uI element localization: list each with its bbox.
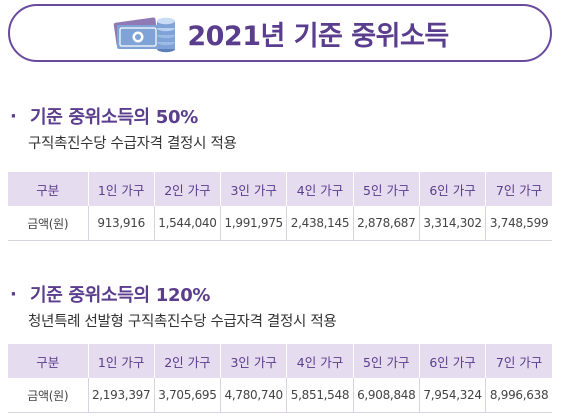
table-row: 금액(원) 913,916 1,544,040 1,991,975 2,438,… xyxy=(8,206,552,241)
column-header: 7인 가구 xyxy=(485,172,552,206)
column-header: 2인 가구 xyxy=(153,172,221,206)
column-header: 7인 가구 xyxy=(485,344,552,378)
table-cell: 2,878,687 xyxy=(352,206,420,241)
column-header: 5인 가구 xyxy=(352,344,420,378)
table-cell: 3,314,302 xyxy=(418,206,486,241)
table-cell: 913,916 xyxy=(87,206,155,241)
table-row: 금액(원) 2,193,397 3,705,695 4,780,740 5,85… xyxy=(8,378,552,413)
section-subtitle: 청년특례 선발형 구직촉진수당 수급자격 결정시 적용 xyxy=(28,314,337,330)
table-cell: 6,908,848 xyxy=(352,378,420,413)
income-table-50: 구분 1인 가구 2인 가구 3인 가구 4인 가구 5인 가구 6인 가구 7… xyxy=(8,172,552,241)
section-heading: · 기준 중위소득의 50% xyxy=(10,104,563,129)
table-header-row: 구분 1인 가구 2인 가구 3인 가구 4인 가구 5인 가구 6인 가구 7… xyxy=(8,344,552,378)
row-label: 금액(원) xyxy=(8,378,88,413)
column-header: 2인 가구 xyxy=(153,344,221,378)
section-heading: · 기준 중위소득의 120% xyxy=(10,282,563,307)
table-cell: 2,438,145 xyxy=(286,206,354,241)
table-cell: 1,991,975 xyxy=(220,206,287,241)
table-header-row: 구분 1인 가구 2인 가구 3인 가구 4인 가구 5인 가구 6인 가구 7… xyxy=(8,172,552,206)
table-cell: 8,996,638 xyxy=(485,378,552,413)
column-header: 4인 가구 xyxy=(286,172,354,206)
table-cell: 3,748,599 xyxy=(485,206,552,241)
column-header: 6인 가구 xyxy=(418,344,486,378)
section-title: 기준 중위소득의 120% xyxy=(30,285,211,306)
column-header: 3인 가구 xyxy=(220,172,287,206)
column-header: 구분 xyxy=(8,344,88,378)
table-cell: 5,851,548 xyxy=(286,378,354,413)
section-50-percent: · 기준 중위소득의 50% 구직촉진수당 수급자격 결정시 적용 구분 1인 … xyxy=(0,104,563,241)
column-header: 4인 가구 xyxy=(286,344,354,378)
column-header: 3인 가구 xyxy=(220,344,287,378)
column-header: 1인 가구 xyxy=(87,172,155,206)
column-header: 5인 가구 xyxy=(352,172,420,206)
column-header: 구분 xyxy=(8,172,88,206)
row-label: 금액(원) xyxy=(8,206,88,241)
money-bills-coins-icon xyxy=(114,17,176,53)
title-inner: 2021년 기준 중위소득 xyxy=(111,11,449,55)
section-title: 기준 중위소득의 50% xyxy=(30,107,198,128)
column-header: 1인 가구 xyxy=(87,344,155,378)
table-cell: 2,193,397 xyxy=(87,378,155,413)
bullet: · xyxy=(10,105,17,127)
income-table-120: 구분 1인 가구 2인 가구 3인 가구 4인 가구 5인 가구 6인 가구 7… xyxy=(8,344,552,413)
table-cell: 1,544,040 xyxy=(153,206,221,241)
column-header: 6인 가구 xyxy=(418,172,486,206)
page-title: 2021년 기준 중위소득 xyxy=(187,20,449,52)
bullet: · xyxy=(10,283,17,305)
table-cell: 3,705,695 xyxy=(153,378,221,413)
title-banner: 2021년 기준 중위소득 xyxy=(8,4,552,62)
section-subtitle: 구직촉진수당 수급자격 결정시 적용 xyxy=(28,136,237,152)
table-cell: 4,780,740 xyxy=(220,378,287,413)
table-cell: 7,954,324 xyxy=(418,378,486,413)
section-120-percent: · 기준 중위소득의 120% 청년특례 선발형 구직촉진수당 수급자격 결정시… xyxy=(0,282,563,413)
